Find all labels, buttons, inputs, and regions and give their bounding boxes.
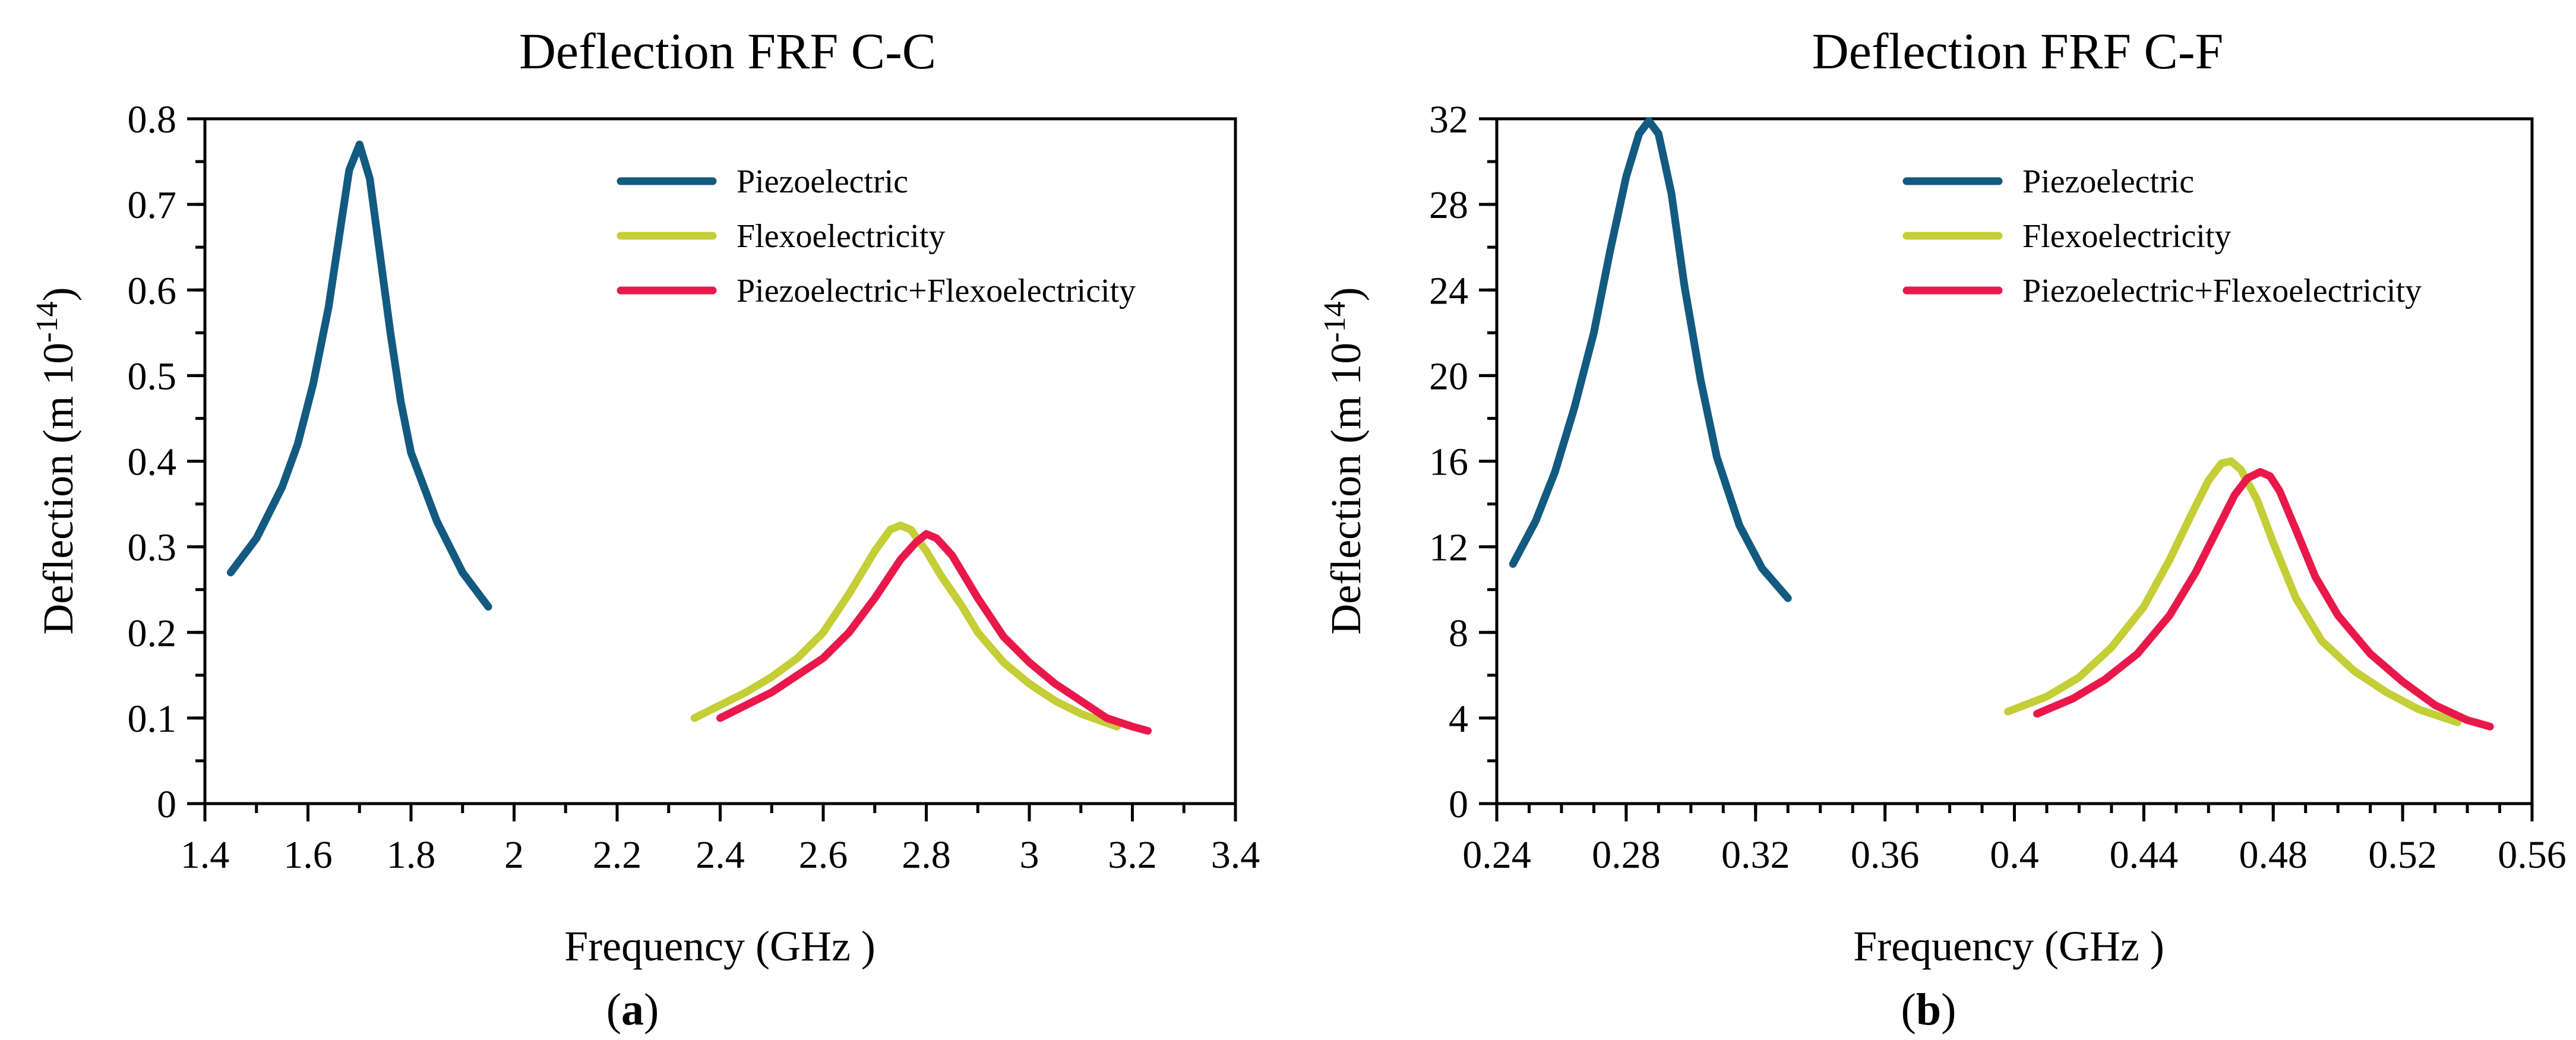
chart-title: Deflection FRF C-F xyxy=(1812,23,2224,80)
x-tick-label: 0.24 xyxy=(1462,833,1531,877)
x-tick-label: 0.56 xyxy=(2498,833,2566,877)
y-axis-label-exponent: -14 xyxy=(1318,301,1352,342)
x-tick-label: 1.4 xyxy=(181,833,230,877)
y-tick-label: 0.2 xyxy=(128,612,177,655)
y-tick-label: 28 xyxy=(1429,184,1468,227)
legend: Piezoelectric Flexoelectricity Piezoelectr… xyxy=(1902,163,2422,309)
x-tick-label: 0.52 xyxy=(2368,833,2437,877)
series-line-piezoelectric xyxy=(1509,117,1792,602)
legend-label: Piezoelectric xyxy=(737,163,908,200)
legend-label: Piezoelectric+Flexoelectricity xyxy=(737,273,1136,309)
y-tick-label: 0.4 xyxy=(128,441,177,484)
y-tick-label: 0.8 xyxy=(128,98,177,141)
legend-label: Flexoelectricity xyxy=(737,218,945,255)
y-tick-label: 12 xyxy=(1429,526,1468,570)
x-tick-label: 2.8 xyxy=(902,833,951,877)
major-ticks: 1.4 1.6 1.8 2 2.2 2.4 2.6 2.8 3 3.2 3.4 0 0.1 0.2 0.3 0… xyxy=(128,98,1260,877)
x-tick-label: 0.32 xyxy=(1721,833,1790,877)
x-tick-label: 0.28 xyxy=(1592,833,1661,877)
y-tick-label: 24 xyxy=(1429,269,1468,312)
panel-b: Deflection FRF C-F 0.24 0.28 0.32 0.36 0.4 0.… xyxy=(1318,23,2566,1035)
y-tick-label: 0.1 xyxy=(128,697,177,741)
x-tick-label: 0.48 xyxy=(2239,833,2308,877)
x-tick-label: 2.6 xyxy=(799,833,848,877)
plot-frame xyxy=(1495,117,2534,805)
caption-close: ) xyxy=(1941,985,1956,1035)
caption-open: ( xyxy=(1901,985,1916,1035)
y-tick-label: 0.7 xyxy=(128,184,177,227)
y-tick-label: 0 xyxy=(157,783,176,826)
x-tick-label: 0.36 xyxy=(1851,833,1920,877)
y-tick-label: 32 xyxy=(1429,98,1468,141)
y-tick-label: 0.5 xyxy=(128,355,177,398)
major-ticks: 0.24 0.28 0.32 0.36 0.4 0.44 0.48 0.52 0.56 0 4 8 12… xyxy=(1429,98,2566,877)
x-axis-label: Frequency (GHz ) xyxy=(1853,922,2164,970)
legend-label: Flexoelectricity xyxy=(2022,218,2231,255)
panel-a: Deflection FRF C-C 1.4 1.6 1.8 2 2.2 2.4 2.6 2.… xyxy=(30,23,1260,1035)
series-layer xyxy=(226,140,1152,735)
x-tick-label: 3.4 xyxy=(1211,833,1260,877)
panel-caption: (b) xyxy=(1901,985,1957,1035)
x-tick-label: 0.4 xyxy=(1990,833,2039,877)
x-tick-label: 2.2 xyxy=(593,833,642,877)
x-axis-label: Frequency (GHz ) xyxy=(564,922,875,970)
caption-open: ( xyxy=(606,985,621,1035)
series-line-flexoelectricity xyxy=(2004,457,2462,726)
series-line-piezoelectric xyxy=(226,140,492,611)
x-tick-label: 3.2 xyxy=(1108,833,1157,877)
y-tick-label: 8 xyxy=(1449,612,1468,655)
y-axis-label-close: ) xyxy=(34,287,82,301)
chart-title: Deflection FRF C-C xyxy=(519,23,936,80)
y-axis-label-exponent: -14 xyxy=(30,301,64,342)
caption-close: ) xyxy=(644,985,659,1035)
caption-letter: a xyxy=(621,985,644,1035)
panel-caption: (a) xyxy=(606,985,659,1035)
y-axis-label-close: ) xyxy=(1322,287,1370,301)
y-tick-label: 0 xyxy=(1449,783,1468,826)
y-tick-label: 16 xyxy=(1429,441,1468,484)
x-tick-label: 1.8 xyxy=(387,833,436,877)
legend-label: Piezoelectric xyxy=(2022,163,2194,200)
x-tick-label: 0.44 xyxy=(2110,833,2179,877)
y-tick-label: 0.6 xyxy=(128,269,177,312)
series-line-piezoelectric-flexoelectricity xyxy=(716,530,1152,735)
y-axis-label: Deflection (m 10-14) xyxy=(1318,287,1370,634)
x-tick-label: 1.6 xyxy=(283,833,333,877)
x-tick-label: 2.4 xyxy=(696,833,745,877)
y-axis-label: Deflection (m 10-14) xyxy=(30,287,82,634)
series-line-flexoelectricity xyxy=(690,521,1121,731)
series-layer xyxy=(1509,117,2494,731)
x-tick-label: 2 xyxy=(504,833,524,877)
x-tick-label: 3 xyxy=(1020,833,1039,877)
y-axis-label-main: Deflection (m 10 xyxy=(34,343,82,635)
y-tick-label: 20 xyxy=(1429,355,1468,398)
legend: Piezoelectric Flexoelectricity Piezoelectr… xyxy=(617,163,1136,309)
y-tick-label: 0.3 xyxy=(128,526,177,570)
y-tick-label: 4 xyxy=(1449,697,1468,741)
series-line-piezoelectric-flexoelectricity xyxy=(2033,468,2494,731)
caption-letter: b xyxy=(1916,985,1941,1035)
legend-label: Piezoelectric+Flexoelectricity xyxy=(2022,273,2422,309)
y-axis-label-main: Deflection (m 10 xyxy=(1322,343,1370,635)
